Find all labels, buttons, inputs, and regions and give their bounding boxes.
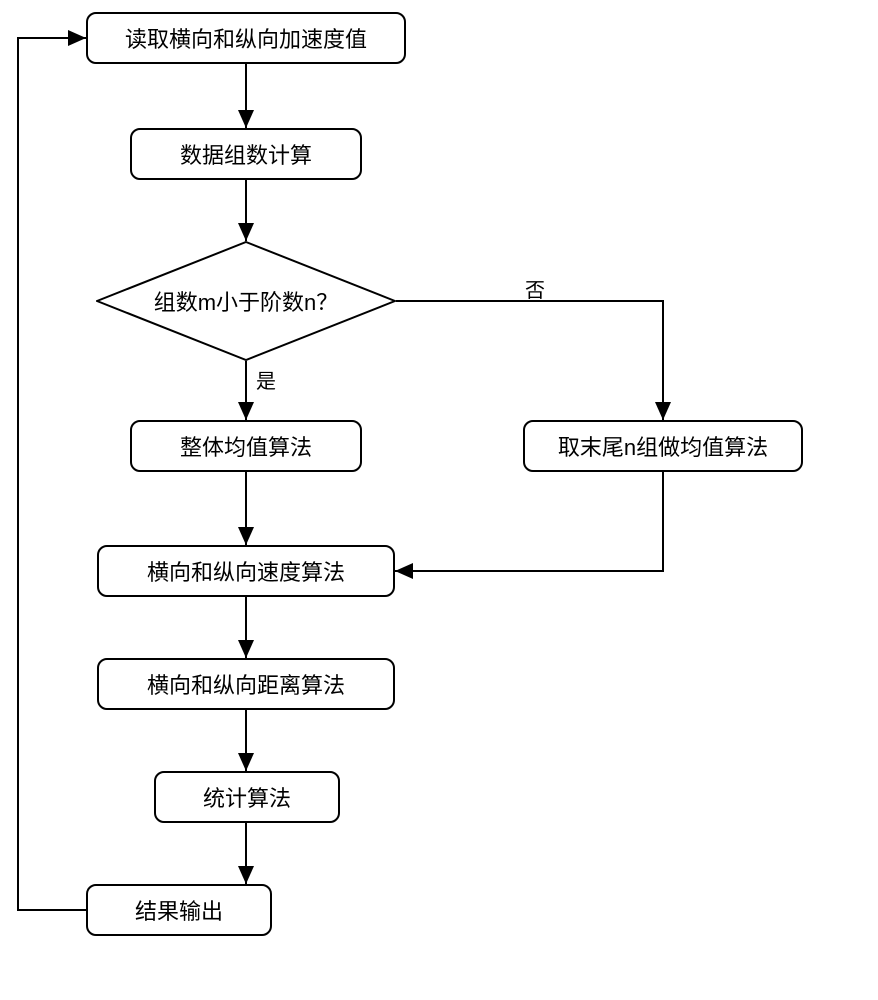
flowchart-node-n8: 统计算法 bbox=[154, 771, 340, 823]
node-label: 组数m小于阶数n？ bbox=[154, 285, 339, 317]
flowchart-node-n1: 读取横向和纵向加速度值 bbox=[86, 12, 406, 64]
flowchart-edge bbox=[396, 301, 663, 420]
arrowhead-icon bbox=[238, 527, 254, 545]
edge-label: 是 bbox=[256, 365, 276, 394]
arrowhead-icon bbox=[238, 110, 254, 128]
flowchart-decision-n3: 组数m小于阶数n？ bbox=[96, 241, 396, 361]
arrowhead-icon bbox=[238, 866, 254, 884]
flowchart-node-n7: 横向和纵向距离算法 bbox=[97, 658, 395, 710]
flowchart-node-n2: 数据组数计算 bbox=[130, 128, 362, 180]
node-label: 整体均值算法 bbox=[180, 430, 312, 462]
node-label: 取末尾n组做均值算法 bbox=[558, 430, 768, 462]
node-label: 统计算法 bbox=[203, 781, 291, 813]
arrowhead-icon bbox=[238, 640, 254, 658]
flowchart-edge bbox=[395, 472, 663, 571]
arrowhead-icon bbox=[395, 563, 413, 579]
edge-label: 否 bbox=[525, 274, 545, 303]
flowchart-node-n9: 结果输出 bbox=[86, 884, 272, 936]
flowchart-node-n5: 取末尾n组做均值算法 bbox=[523, 420, 803, 472]
flowchart-edge bbox=[18, 38, 86, 910]
arrowhead-icon bbox=[238, 753, 254, 771]
node-label: 数据组数计算 bbox=[180, 138, 312, 170]
node-label: 读取横向和纵向加速度值 bbox=[125, 22, 367, 54]
node-label: 横向和纵向距离算法 bbox=[147, 668, 345, 700]
node-label: 结果输出 bbox=[135, 894, 223, 926]
arrowhead-icon bbox=[238, 223, 254, 241]
flowchart-node-n6: 横向和纵向速度算法 bbox=[97, 545, 395, 597]
node-label: 横向和纵向速度算法 bbox=[147, 555, 345, 587]
flowchart-node-n4: 整体均值算法 bbox=[130, 420, 362, 472]
arrowhead-icon bbox=[238, 402, 254, 420]
arrowhead-icon bbox=[655, 402, 671, 420]
arrowhead-icon bbox=[68, 30, 86, 46]
